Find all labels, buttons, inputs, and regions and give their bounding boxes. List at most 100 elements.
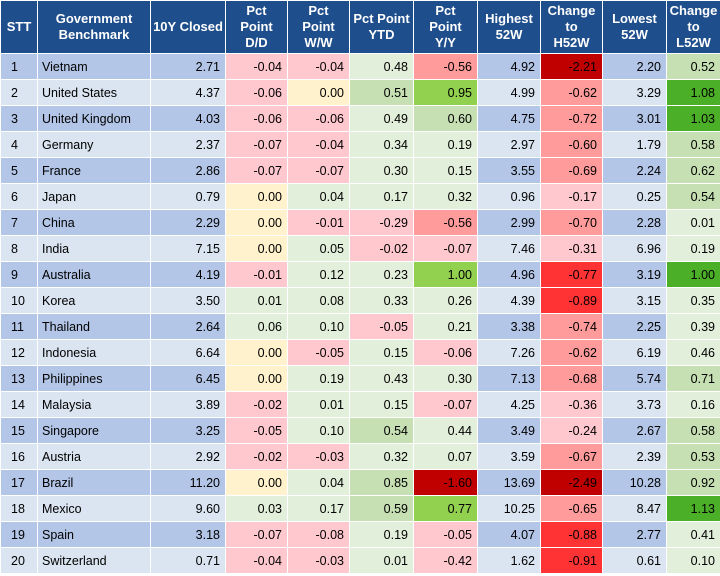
cell-ytd: -0.29 [349,209,414,236]
cell-cl: 0.54 [666,183,720,210]
cell-cl: 0.58 [666,417,720,444]
cell-stt: 9 [0,261,38,288]
table-row: 6 Japan 0.79 0.00 0.04 0.17 0.32 0.96 -0.17 0.25 0… [0,183,720,210]
cell-closed: 3.18 [150,521,226,548]
cell-ytd: 0.59 [349,495,414,522]
cell-cl: 0.62 [666,157,720,184]
cell-l52: 2.77 [602,521,667,548]
cell-ytd: 0.48 [349,53,414,80]
cell-name: France [37,157,151,184]
cell-h52: 4.25 [477,391,541,418]
table-row: 11 Thailand 2.64 0.06 0.10 -0.05 0.21 3.38 -0.74… [0,313,720,340]
header-ww: Pct Point W/W [287,0,350,54]
cell-dd: -0.05 [225,417,288,444]
cell-ww: 0.04 [287,183,350,210]
cell-dd: -0.07 [225,131,288,158]
cell-closed: 2.92 [150,443,226,470]
cell-h52: 0.96 [477,183,541,210]
cell-yy: 0.15 [413,157,478,184]
cell-ytd: 0.43 [349,365,414,392]
cell-ytd: 0.49 [349,105,414,132]
cell-ch: -0.17 [540,183,603,210]
header-lowest-52w: Lowest 52W [602,0,667,54]
cell-dd: 0.00 [225,365,288,392]
cell-yy: 0.19 [413,131,478,158]
cell-ch: -0.62 [540,79,603,106]
cell-stt: 17 [0,469,38,496]
table-row: 18 Mexico 9.60 0.03 0.17 0.59 0.77 10.25 -0.65 8.… [0,495,720,522]
cell-name: Brazil [37,469,151,496]
cell-ww: -0.03 [287,443,350,470]
cell-yy: 0.77 [413,495,478,522]
cell-h52: 2.97 [477,131,541,158]
table-row: 4 Germany 2.37 -0.07 -0.04 0.34 0.19 2.97 -0.60 1… [0,131,720,158]
cell-ww: -0.08 [287,521,350,548]
cell-name: Austria [37,443,151,470]
cell-name: Korea [37,287,151,314]
cell-ytd: 0.32 [349,443,414,470]
cell-l52: 2.25 [602,313,667,340]
cell-name: Mexico [37,495,151,522]
cell-dd: -0.07 [225,157,288,184]
cell-h52: 3.49 [477,417,541,444]
cell-closed: 2.86 [150,157,226,184]
cell-stt: 19 [0,521,38,548]
table-row: 7 China 2.29 0.00 -0.01 -0.29 -0.56 2.99 -0.70 2.… [0,209,720,236]
cell-ch: -0.60 [540,131,603,158]
table-row: 13 Philippines 6.45 0.00 0.19 0.43 0.30 7.13 -0.… [0,365,720,392]
table-row: 14 Malaysia 3.89 -0.02 0.01 0.15 -0.07 4.25 -0.3… [0,391,720,418]
cell-ytd: 0.23 [349,261,414,288]
cell-ch: -0.74 [540,313,603,340]
cell-cl: 0.41 [666,521,720,548]
cell-ytd: 0.51 [349,79,414,106]
table-row: 5 France 2.86 -0.07 -0.07 0.30 0.15 3.55 -0.69 2.… [0,157,720,184]
cell-dd: 0.00 [225,183,288,210]
cell-ww: 0.19 [287,365,350,392]
cell-stt: 8 [0,235,38,262]
cell-h52: 4.07 [477,521,541,548]
cell-l52: 3.29 [602,79,667,106]
cell-dd: 0.00 [225,339,288,366]
cell-ytd: 0.15 [349,339,414,366]
cell-l52: 2.20 [602,53,667,80]
cell-l52: 3.19 [602,261,667,288]
cell-ww: -0.04 [287,53,350,80]
cell-ytd: 0.85 [349,469,414,496]
cell-closed: 3.89 [150,391,226,418]
cell-ww: 0.05 [287,235,350,262]
table-row: 10 Korea 3.50 0.01 0.08 0.33 0.26 4.39 -0.89 3.15… [0,287,720,314]
cell-ww: -0.01 [287,209,350,236]
cell-yy: 1.00 [413,261,478,288]
cell-yy: -0.07 [413,235,478,262]
cell-yy: 0.32 [413,183,478,210]
cell-ch: -0.62 [540,339,603,366]
cell-h52: 3.59 [477,443,541,470]
cell-closed: 0.79 [150,183,226,210]
cell-l52: 3.73 [602,391,667,418]
cell-yy: 0.21 [413,313,478,340]
cell-stt: 4 [0,131,38,158]
cell-name: Spain [37,521,151,548]
cell-h52: 7.26 [477,339,541,366]
header-benchmark: Government Benchmark [37,0,151,54]
cell-ww: 0.00 [287,79,350,106]
cell-yy: 0.60 [413,105,478,132]
cell-yy: 0.07 [413,443,478,470]
cell-stt: 5 [0,157,38,184]
cell-cl: 0.58 [666,131,720,158]
cell-ytd: 0.34 [349,131,414,158]
header-dd: Pct Point D/D [225,0,288,54]
cell-name: Singapore [37,417,151,444]
cell-ch: -0.67 [540,443,603,470]
cell-l52: 2.24 [602,157,667,184]
cell-h52: 1.62 [477,547,541,574]
cell-ch: -0.77 [540,261,603,288]
cell-h52: 4.39 [477,287,541,314]
cell-stt: 11 [0,313,38,340]
table-row: 1 Vietnam 2.71 -0.04 -0.04 0.48 -0.56 4.92 -2.21… [0,53,720,80]
cell-cl: 0.53 [666,443,720,470]
cell-cl: 0.16 [666,391,720,418]
cell-closed: 4.19 [150,261,226,288]
cell-dd: 0.06 [225,313,288,340]
